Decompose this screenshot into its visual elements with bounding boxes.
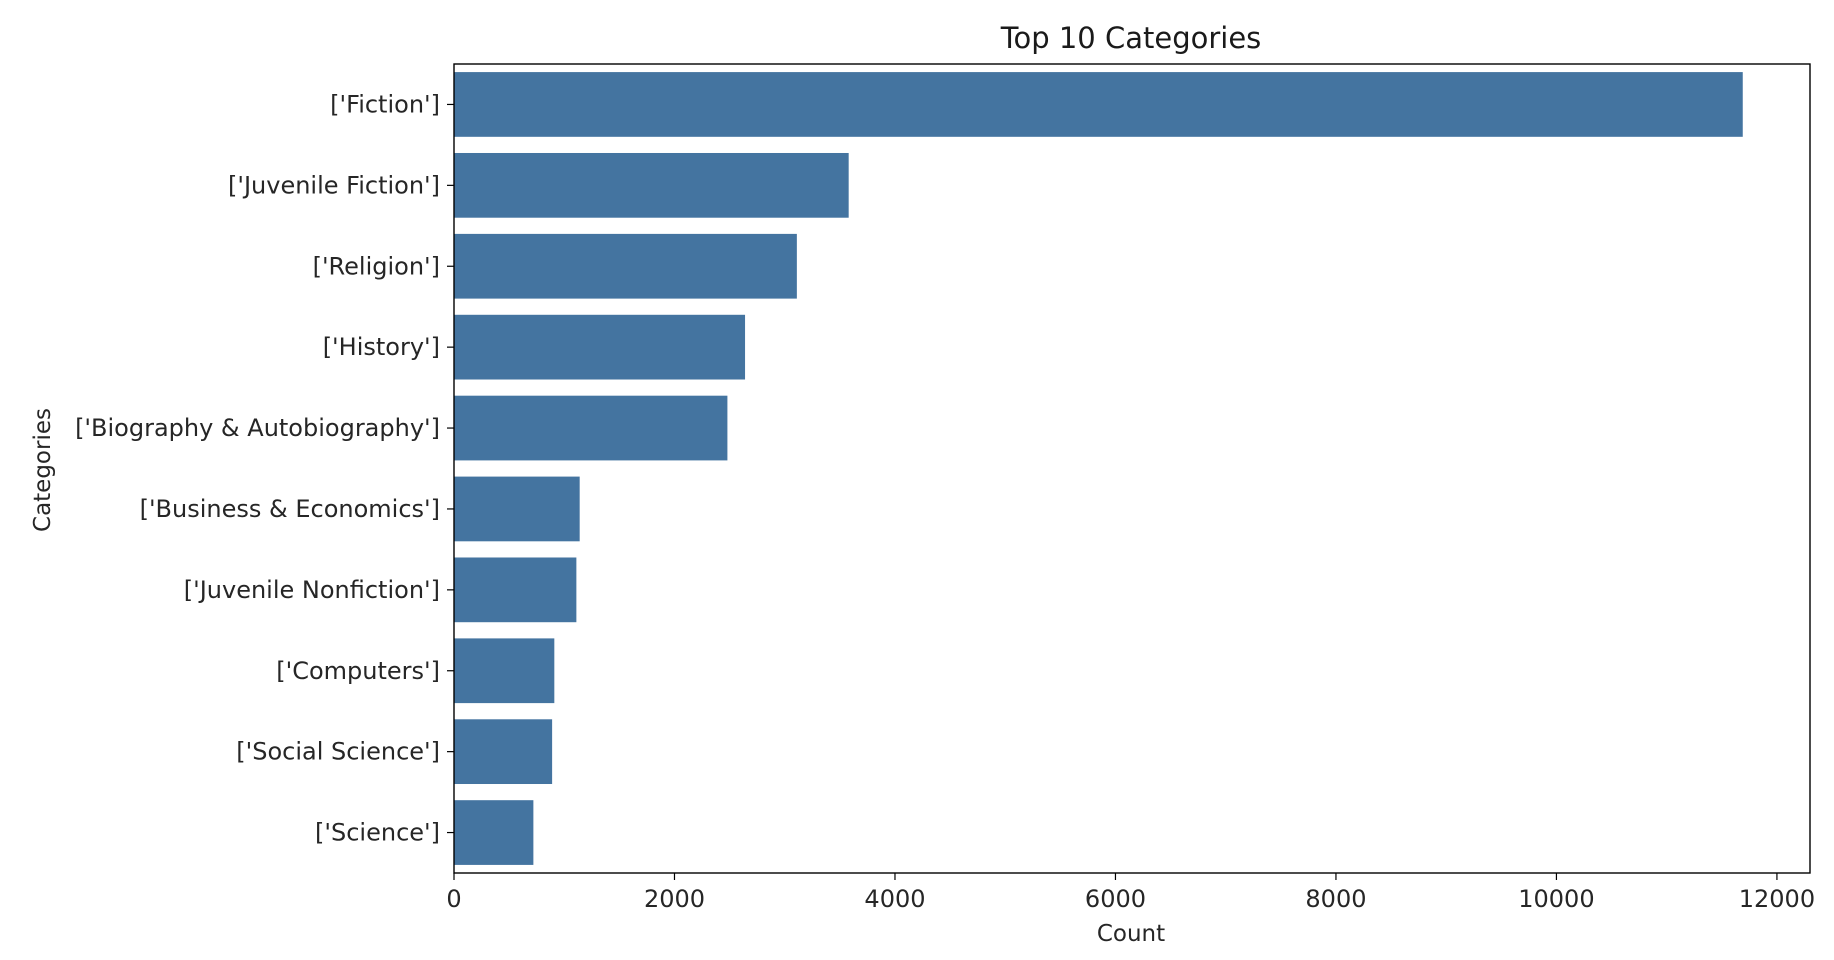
x-tick-label: 6000 <box>1085 885 1146 913</box>
y-tick-label: ['Fiction'] <box>330 90 440 118</box>
bar <box>454 800 534 865</box>
x-tick-label: 12000 <box>1739 885 1815 913</box>
bar <box>454 72 1743 137</box>
y-tick-label: ['Business & Economics'] <box>140 495 440 523</box>
plot-frame <box>453 63 1811 874</box>
x-tick-label: 10000 <box>1518 885 1594 913</box>
chart-title: Top 10 Categories <box>1000 21 1262 55</box>
bar <box>454 314 746 380</box>
y-tick-label: ['Juvenile Nonfiction'] <box>184 576 440 604</box>
bar <box>454 233 797 299</box>
bar <box>454 638 555 704</box>
x-axis-title: Count <box>1097 921 1165 947</box>
bar <box>454 557 577 623</box>
x-tick-label: 2000 <box>644 885 705 913</box>
x-tick-label: 0 <box>446 885 461 913</box>
y-tick-label: ['Computers'] <box>276 657 440 685</box>
bar <box>454 152 849 218</box>
y-axis-title: Categories <box>30 408 56 532</box>
x-axis: 0 2000 4000 6000 8000 10000 12000 <box>446 873 1815 913</box>
y-axis: ['Fiction'] ['Juvenile Fiction'] ['Religio… <box>75 90 454 847</box>
x-tick-label: 8000 <box>1305 885 1366 913</box>
bars <box>454 72 1743 865</box>
y-tick-label: ['Social Science'] <box>236 738 440 766</box>
bar <box>454 476 580 542</box>
y-tick-label: ['Biography & Autobiography'] <box>75 414 440 442</box>
bar <box>454 395 728 461</box>
x-tick-label: 4000 <box>864 885 925 913</box>
y-tick-label: ['Juvenile Fiction'] <box>228 171 440 199</box>
y-tick-label: ['History'] <box>323 333 440 361</box>
y-tick-label: ['Science'] <box>315 819 440 847</box>
y-tick-label: ['Religion'] <box>313 252 440 280</box>
bar <box>454 719 553 785</box>
